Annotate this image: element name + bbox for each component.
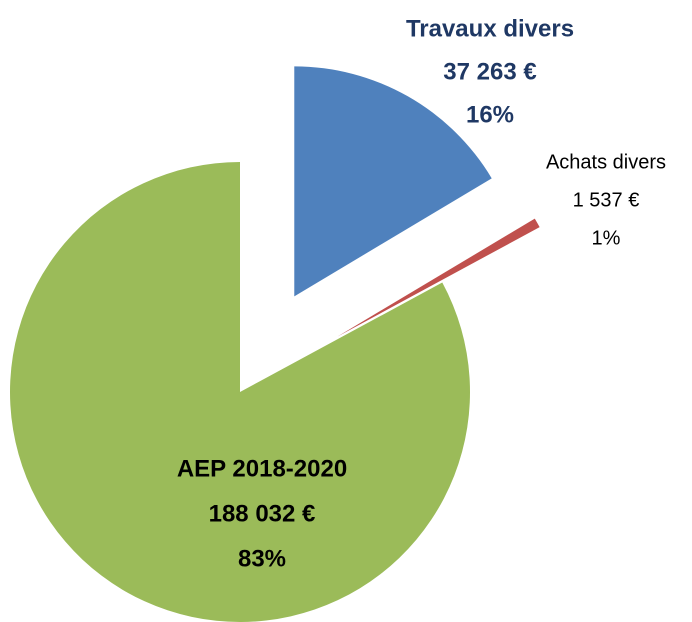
slice-label: Achats divers — [546, 151, 666, 173]
percent-label: 16% — [466, 101, 514, 128]
percent-label: 83% — [238, 545, 286, 572]
value-label: 188 032 € — [209, 500, 316, 527]
percent-label: 1% — [592, 227, 621, 249]
pie-slice — [337, 218, 540, 337]
pie-slice — [294, 66, 492, 297]
pie-slice — [10, 162, 470, 622]
value-label: 1 537 € — [573, 189, 640, 211]
slice-label: AEP 2018-2020 — [177, 455, 347, 482]
value-label: 37 263 € — [443, 58, 536, 85]
slice-label: Travaux divers — [406, 15, 574, 42]
